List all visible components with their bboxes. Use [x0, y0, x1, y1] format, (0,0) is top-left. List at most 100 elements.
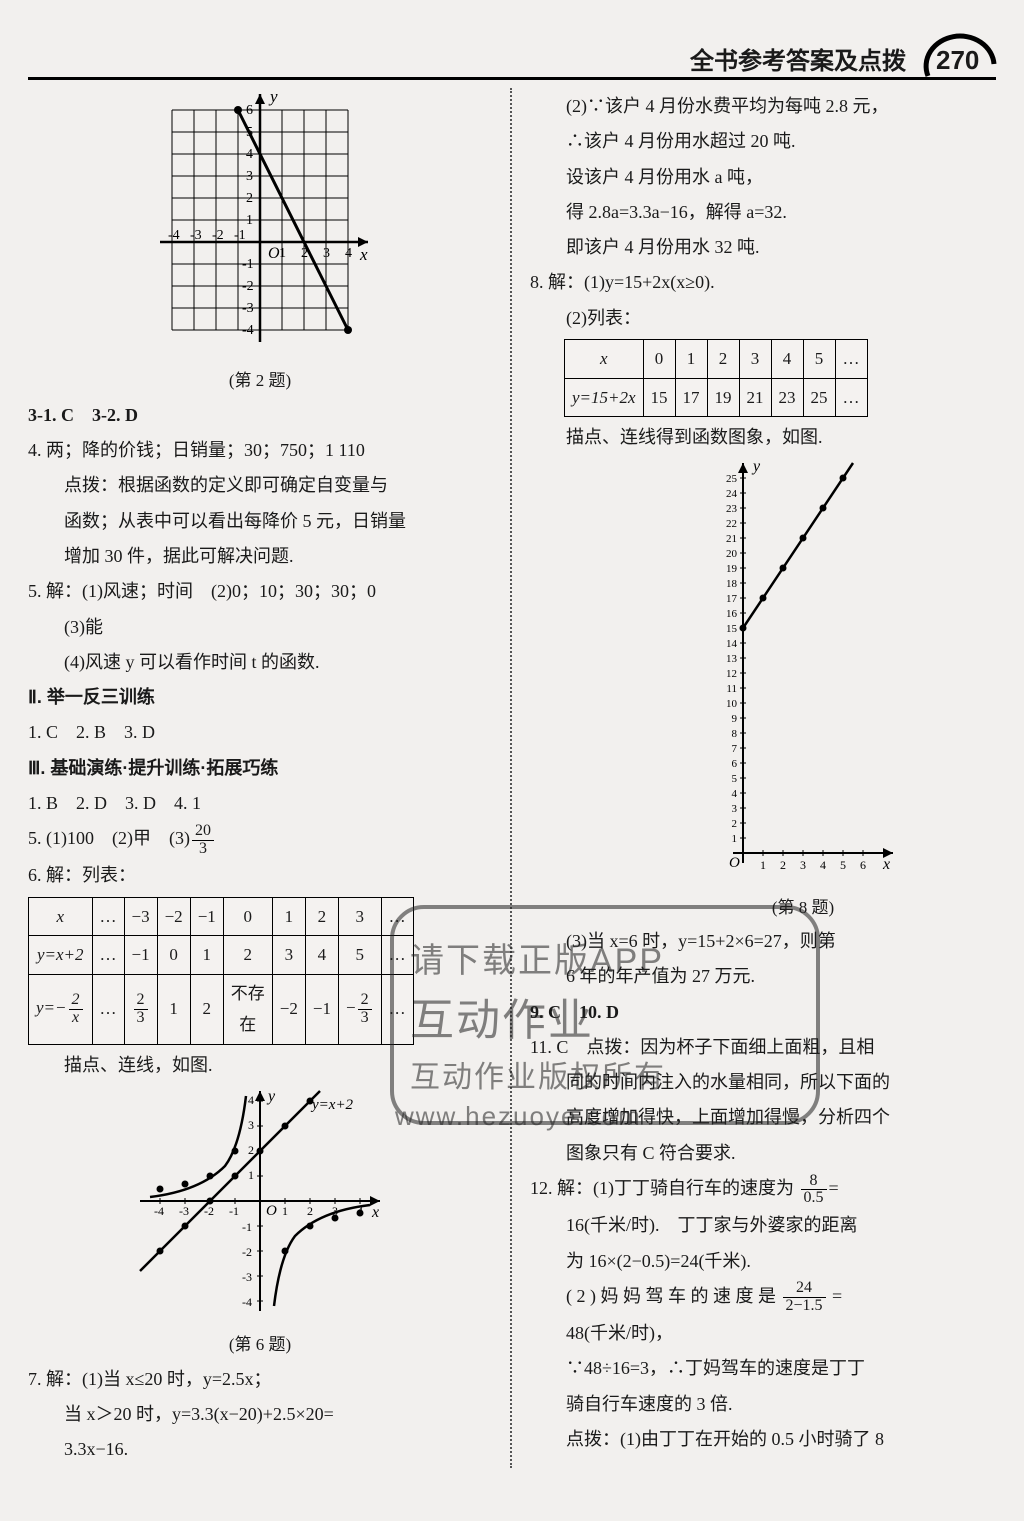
q4-l4: 增加 30 件，据此可解决问题.: [28, 540, 492, 573]
table-q8: x012345… y=15+2x151719212325…: [564, 339, 868, 417]
svg-text:14: 14: [726, 638, 738, 650]
svg-text:2: 2: [307, 1204, 313, 1218]
q12-l3: 为 16×(2−0.5)=24(千米).: [530, 1245, 996, 1278]
svg-text:-4: -4: [242, 323, 254, 338]
chart-q2-caption: (第 2 题): [28, 365, 492, 396]
chart-q6-caption: (第 6 题): [28, 1329, 492, 1360]
table-row: y=x+2…−1012345…: [29, 936, 414, 974]
right-column: (2)∵该户 4 月份水费平均为每吨 2.8 元， ∴该户 4 月份用水超过 2…: [512, 88, 996, 1468]
q7-l3: 3.3x−16.: [28, 1433, 492, 1466]
svg-text:2: 2: [246, 191, 253, 206]
page-number-badge: 270: [926, 22, 996, 80]
chart-q8-caption: (第 8 题): [610, 892, 996, 923]
table-row: y=−2x…2312不存在−2−1−23…: [29, 974, 414, 1044]
svg-text:-1: -1: [242, 1220, 252, 1234]
q11-l4: 图象只有 C 符合要求.: [530, 1137, 996, 1170]
chart-q2: O x y -4-3-2-1 1234 123456 -1-2-3-4 (第 2…: [28, 92, 492, 397]
frac-num: 24: [783, 1280, 826, 1298]
q5-text: 5. (1)100 (2)甲 (3): [28, 828, 190, 848]
frac-den: 2−1.5: [783, 1298, 826, 1315]
q8-l3: 描点、连线得到函数图象，如图.: [530, 421, 996, 454]
q12-l7: 骑自行车速度的 3 倍.: [530, 1388, 996, 1421]
q6-plot: 描点、连线，如图.: [28, 1049, 492, 1082]
svg-text:-3: -3: [242, 301, 254, 316]
svg-text:18: 18: [726, 578, 738, 590]
r-l2: ∴该户 4 月份用水超过 20 吨.: [530, 125, 996, 158]
svg-text:-1: -1: [242, 257, 254, 272]
svg-text:5: 5: [246, 125, 253, 140]
svg-text:-2: -2: [204, 1204, 214, 1218]
svg-text:5: 5: [732, 773, 738, 785]
q7-l1: 7. 解：(1)当 x≤20 时，y=2.5x；: [28, 1363, 492, 1396]
q12-text: 12. 解：(1)丁丁骑自行车的速度为: [530, 1178, 799, 1198]
r-l4: 得 2.8a=3.3a−16，解得 a=32.: [530, 196, 996, 229]
svg-text:2: 2: [301, 246, 308, 261]
q6-head: 6. 解：列表：: [28, 859, 492, 892]
q4-l2: 点拨：根据函数的定义即可确定自变量与: [28, 469, 492, 502]
q5-l2: (3)能: [28, 611, 492, 644]
two-column-layout: O x y -4-3-2-1 1234 123456 -1-2-3-4 (第 2…: [28, 88, 996, 1468]
q4-l1: 4. 两；降的价钱；日销量；30；750；1 110: [28, 434, 492, 467]
svg-text:20: 20: [726, 548, 738, 560]
q12-eq: =: [829, 1178, 839, 1198]
svg-text:25: 25: [726, 473, 738, 485]
svg-text:7: 7: [732, 743, 738, 755]
svg-text:y: y: [266, 1088, 276, 1105]
svg-text:-3: -3: [190, 228, 202, 243]
svg-text:1: 1: [279, 246, 286, 261]
svg-text:4: 4: [246, 147, 253, 162]
svg-text:23: 23: [726, 503, 738, 515]
q8-l5: 6 年的年产值为 27 万元.: [530, 960, 996, 993]
table-q6: x…−3−2−10123… y=x+2…−1012345… y=−2x…2312…: [28, 897, 414, 1045]
svg-text:9: 9: [732, 713, 738, 725]
svg-text:3: 3: [248, 1118, 254, 1132]
q12-l4: ( 2 ) 妈 妈 驾 车 的 速 度 是 242−1.5 =: [530, 1280, 996, 1315]
ans-3: 3-1. C 3-2. D: [28, 399, 492, 432]
q12-frac2: 242−1.5: [783, 1280, 826, 1315]
q11-l2: 同的时间内注入的水量相同，所以下面的: [530, 1066, 996, 1099]
svg-text:-2: -2: [212, 228, 224, 243]
svg-text:2: 2: [248, 1143, 254, 1157]
svg-text:x: x: [359, 245, 368, 264]
svg-text:1: 1: [732, 833, 738, 845]
left-column: O x y -4-3-2-1 1234 123456 -1-2-3-4 (第 2…: [28, 88, 512, 1468]
svg-text:3: 3: [323, 246, 330, 261]
q11-l3: 高度增加得快，上面增加得慢，分析四个: [530, 1101, 996, 1134]
table-row: x…−3−2−10123…: [29, 897, 414, 935]
q12-l1: 12. 解：(1)丁丁骑自行车的速度为 80.5=: [530, 1172, 996, 1207]
svg-text:-4: -4: [242, 1295, 252, 1309]
svg-text:O: O: [729, 855, 740, 871]
chart-q6: y=x+2 O x y -4-3-2-1 1234 1234 -1-2-3-4: [28, 1086, 492, 1361]
r-l5: 即该户 4 月份用水 32 吨.: [530, 231, 996, 264]
svg-text:4: 4: [732, 788, 738, 800]
svg-text:3: 3: [332, 1204, 338, 1218]
q8-l4: (3)当 x=6 时，y=15+2×6=27，则第: [530, 925, 996, 958]
svg-text:21: 21: [726, 533, 737, 545]
svg-text:4: 4: [820, 858, 826, 872]
svg-text:11: 11: [726, 683, 737, 695]
q7-l2: 当 x＞20 时，y=3.3(x−20)+2.5×20=: [28, 1398, 492, 1431]
sec3-ans1: 1. B 2. D 3. D 4. 1: [28, 787, 492, 820]
svg-text:y: y: [751, 458, 761, 475]
q12-frac1: 80.5: [801, 1173, 827, 1208]
chart-q8: O x y 123456 12345 678910 1112131415 161…: [530, 458, 996, 923]
sec3-q5: 5. (1)100 (2)甲 (3)203: [28, 822, 492, 857]
frac-den: 3: [192, 841, 214, 858]
svg-text:3: 3: [246, 169, 253, 184]
svg-text:x: x: [371, 1204, 379, 1221]
svg-text:-2: -2: [242, 279, 254, 294]
svg-text:2: 2: [780, 858, 786, 872]
svg-text:5: 5: [840, 858, 846, 872]
q5-frac: 203: [192, 823, 214, 858]
svg-text:3: 3: [732, 803, 738, 815]
q12-eq2: =: [828, 1286, 843, 1306]
q8-l1: 8. 解：(1)y=15+2x(x≥0).: [530, 266, 996, 299]
q12-l6: ∵48÷16=3，∴丁妈驾车的速度是丁丁: [530, 1352, 996, 1385]
table-row: y=15+2x151719212325…: [565, 378, 868, 416]
q9-10: 9. C 10. D: [530, 996, 996, 1029]
svg-text:-4: -4: [154, 1204, 164, 1218]
svg-text:13: 13: [726, 653, 738, 665]
svg-text:y: y: [268, 92, 278, 106]
svg-text:4: 4: [248, 1093, 254, 1107]
svg-text:6: 6: [732, 758, 738, 770]
